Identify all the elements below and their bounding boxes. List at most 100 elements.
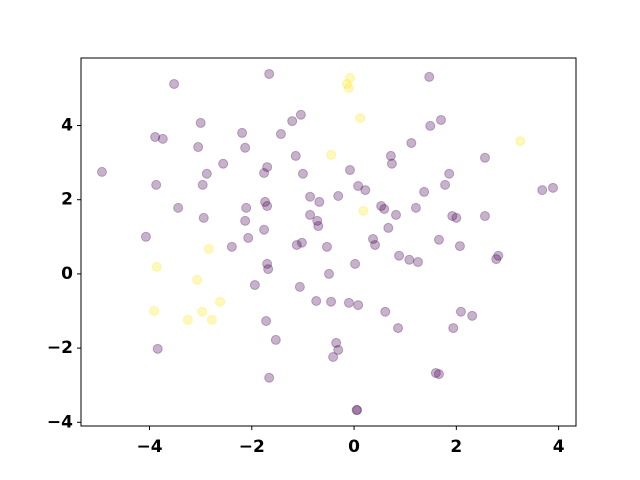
point bbox=[406, 137, 417, 148]
point bbox=[444, 168, 455, 179]
point bbox=[287, 116, 298, 127]
point bbox=[275, 129, 286, 140]
point bbox=[353, 180, 364, 191]
point bbox=[326, 296, 337, 307]
point bbox=[226, 241, 237, 252]
point bbox=[344, 165, 355, 176]
point bbox=[321, 241, 332, 252]
point bbox=[380, 306, 391, 317]
point bbox=[479, 152, 490, 163]
point bbox=[262, 201, 273, 212]
x-tick-label: −4 bbox=[136, 437, 162, 457]
point bbox=[451, 212, 462, 223]
point bbox=[203, 244, 214, 255]
point bbox=[386, 158, 397, 169]
x-tick-label: 2 bbox=[450, 437, 462, 457]
point bbox=[264, 372, 275, 383]
point bbox=[152, 343, 163, 354]
point bbox=[237, 127, 248, 138]
point bbox=[195, 117, 206, 128]
point bbox=[311, 295, 322, 306]
point bbox=[455, 306, 466, 317]
point bbox=[328, 352, 339, 362]
point bbox=[96, 166, 107, 177]
point bbox=[260, 196, 271, 207]
plot-frame bbox=[80, 57, 577, 427]
point bbox=[263, 264, 274, 275]
point bbox=[240, 142, 251, 153]
point bbox=[433, 234, 444, 245]
point bbox=[240, 215, 251, 226]
point bbox=[193, 142, 204, 153]
x-tick-label: −2 bbox=[239, 437, 265, 457]
point bbox=[419, 186, 430, 197]
point bbox=[343, 83, 354, 94]
point bbox=[291, 239, 302, 250]
point bbox=[296, 237, 307, 248]
point bbox=[547, 182, 558, 193]
point bbox=[305, 191, 316, 202]
point bbox=[447, 211, 458, 222]
y-tick-label: −4 bbox=[47, 412, 73, 432]
point bbox=[370, 239, 381, 250]
point bbox=[479, 211, 490, 222]
point bbox=[182, 314, 193, 325]
point bbox=[454, 241, 465, 252]
point bbox=[333, 191, 344, 201]
point bbox=[206, 314, 217, 325]
point bbox=[215, 296, 226, 307]
point bbox=[448, 323, 459, 334]
y-tick-label: 0 bbox=[61, 264, 73, 284]
point bbox=[173, 202, 184, 213]
point bbox=[294, 281, 305, 292]
point bbox=[313, 221, 324, 232]
point bbox=[393, 323, 404, 334]
point bbox=[367, 234, 378, 245]
point bbox=[326, 149, 337, 160]
point bbox=[262, 162, 273, 173]
point bbox=[440, 179, 451, 190]
point bbox=[259, 168, 270, 178]
x-tick-label: 0 bbox=[348, 437, 360, 457]
point bbox=[197, 306, 208, 317]
point bbox=[324, 268, 335, 279]
point bbox=[344, 73, 355, 84]
point bbox=[262, 258, 273, 269]
point bbox=[198, 212, 209, 223]
point bbox=[331, 337, 342, 348]
point bbox=[149, 306, 160, 316]
point bbox=[430, 367, 441, 378]
point bbox=[157, 133, 168, 144]
point bbox=[297, 168, 308, 179]
point bbox=[515, 136, 526, 147]
y-tick-label: 2 bbox=[61, 190, 73, 210]
point bbox=[218, 158, 229, 169]
y-tick-label: 4 bbox=[61, 116, 73, 136]
point bbox=[264, 68, 275, 79]
x-tick-label: 4 bbox=[553, 437, 565, 457]
point bbox=[312, 215, 323, 226]
point bbox=[379, 203, 390, 214]
point bbox=[537, 185, 548, 196]
point bbox=[436, 114, 446, 125]
point bbox=[295, 109, 306, 120]
point bbox=[151, 179, 162, 190]
point bbox=[412, 257, 423, 268]
point bbox=[259, 224, 270, 235]
point bbox=[353, 300, 364, 311]
point bbox=[351, 405, 362, 416]
point bbox=[404, 254, 415, 265]
y-tick-label: −2 bbox=[47, 338, 73, 358]
point bbox=[314, 196, 325, 207]
point bbox=[376, 201, 387, 212]
point bbox=[249, 280, 260, 291]
point bbox=[425, 120, 436, 131]
point bbox=[358, 205, 369, 216]
point bbox=[333, 344, 344, 355]
point bbox=[394, 250, 405, 261]
point bbox=[391, 209, 401, 220]
point bbox=[150, 132, 161, 143]
point bbox=[491, 254, 502, 265]
point bbox=[385, 150, 396, 161]
